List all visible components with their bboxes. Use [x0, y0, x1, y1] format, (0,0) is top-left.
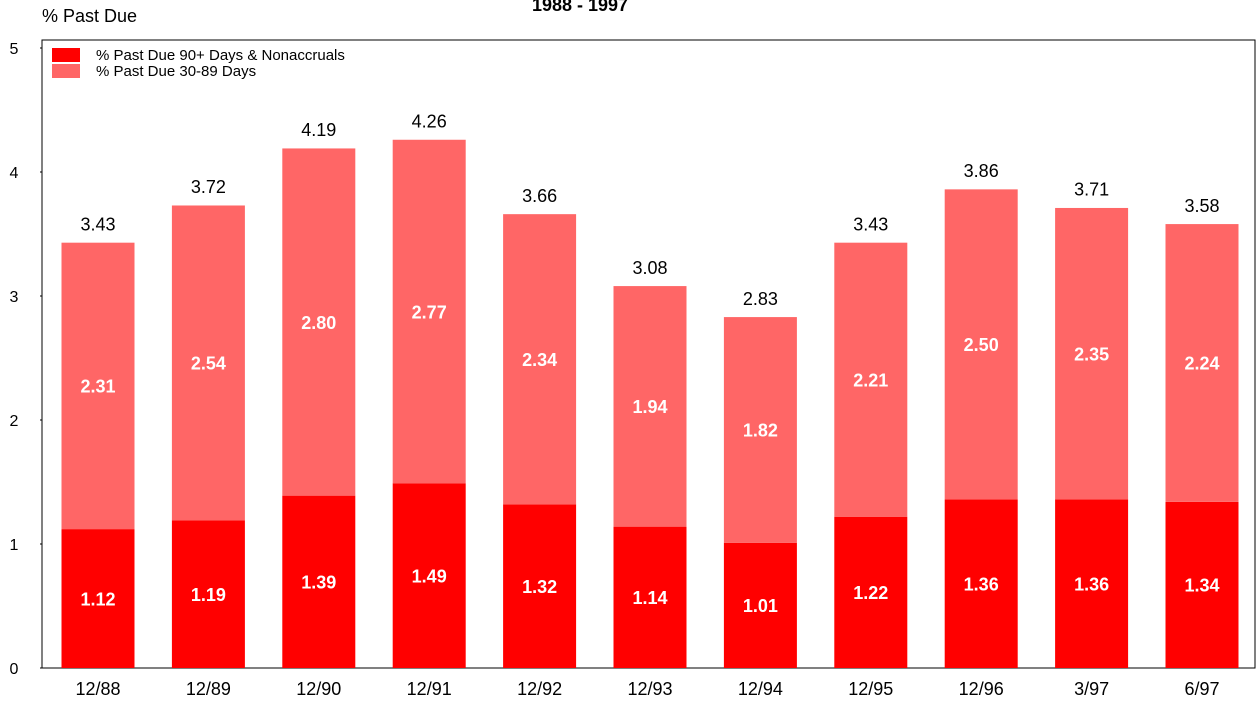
bar-segment	[282, 148, 356, 496]
segment-label: 2.50	[964, 335, 999, 355]
x-tick-label: 12/90	[296, 679, 341, 699]
x-tick-label: 3/97	[1074, 679, 1109, 699]
bar-segment	[834, 516, 908, 668]
bar-segment	[944, 189, 1018, 500]
segment-label: 2.21	[853, 370, 888, 390]
segment-label: 1.49	[412, 566, 447, 586]
total-label: 3.43	[80, 214, 115, 234]
bar-segment	[171, 205, 245, 521]
x-tick-label: 12/95	[848, 679, 893, 699]
total-label: 4.19	[301, 120, 336, 140]
legend-swatch	[52, 48, 80, 62]
segment-label: 2.80	[301, 313, 336, 333]
y-tick-label: 2	[10, 413, 19, 430]
bar-segment	[1165, 224, 1239, 502]
segment-label: 1.19	[191, 585, 226, 605]
segment-label: 1.39	[301, 573, 336, 593]
segment-label: 1.34	[1184, 576, 1219, 596]
y-axis-label: % Past Due	[42, 6, 137, 26]
bar-segment	[171, 520, 245, 668]
legend-label: % Past Due 90+ Days & Nonaccruals	[96, 47, 345, 64]
total-label: 3.08	[632, 258, 667, 278]
segment-label: 1.22	[853, 583, 888, 603]
x-tick-label: 12/89	[186, 679, 231, 699]
x-tick-label: 12/88	[75, 679, 120, 699]
bar-segment	[503, 214, 577, 505]
y-tick-label: 5	[10, 41, 19, 58]
legend-label: % Past Due 30-89 Days	[96, 63, 256, 80]
x-tick-label: 12/94	[738, 679, 783, 699]
total-label: 3.66	[522, 186, 557, 206]
bar-segment	[282, 495, 356, 668]
bar-segment	[61, 242, 135, 530]
bar-segment	[613, 526, 687, 668]
legend-swatch	[52, 64, 80, 78]
x-tick-label: 12/92	[517, 679, 562, 699]
segment-label: 1.01	[743, 596, 778, 616]
chart-title: 1988 - 1997	[532, 0, 628, 15]
segment-label: 1.94	[632, 397, 667, 417]
total-label: 3.72	[191, 177, 226, 197]
y-tick-label: 0	[10, 661, 19, 678]
bar-segment	[723, 542, 797, 668]
segment-label: 2.24	[1184, 354, 1219, 374]
bar-segment	[503, 504, 577, 668]
bar-segment	[392, 139, 466, 484]
segment-label: 2.35	[1074, 344, 1109, 364]
total-label: 3.86	[964, 161, 999, 181]
segment-label: 2.31	[80, 377, 115, 397]
total-label: 2.83	[743, 289, 778, 309]
total-label: 3.58	[1184, 196, 1219, 216]
bar-segment	[392, 483, 466, 668]
segment-label: 2.54	[191, 354, 226, 374]
bar-segment	[613, 286, 687, 527]
bar-segment	[723, 317, 797, 543]
x-tick-label: 12/91	[407, 679, 452, 699]
bar-segment	[61, 529, 135, 668]
segment-label: 1.14	[632, 588, 667, 608]
segment-label: 1.82	[743, 421, 778, 441]
x-tick-label: 6/97	[1184, 679, 1219, 699]
segment-label: 2.34	[522, 350, 557, 370]
segment-label: 2.77	[412, 302, 447, 322]
y-tick-label: 4	[10, 165, 19, 182]
segment-label: 1.36	[964, 574, 999, 594]
bar-segment	[944, 499, 1018, 668]
total-label: 3.71	[1074, 180, 1109, 200]
segment-label: 1.32	[522, 577, 557, 597]
total-label: 3.43	[853, 214, 888, 234]
bar-segment	[1055, 207, 1129, 500]
x-tick-label: 12/93	[627, 679, 672, 699]
bar-segment	[1055, 499, 1129, 668]
x-tick-label: 12/96	[959, 679, 1004, 699]
y-tick-label: 3	[10, 289, 19, 306]
total-label: 4.26	[412, 112, 447, 132]
bar-segment	[834, 242, 908, 517]
segment-label: 1.12	[80, 589, 115, 609]
bar-segment	[1165, 501, 1239, 668]
y-tick-label: 1	[10, 537, 19, 554]
segment-label: 1.36	[1074, 574, 1109, 594]
